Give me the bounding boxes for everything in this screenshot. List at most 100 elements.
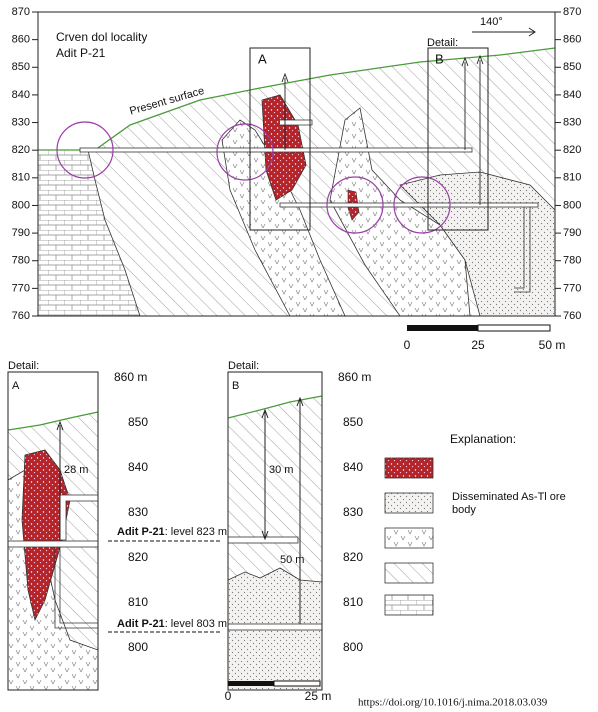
elevation-label: 860: [563, 34, 581, 46]
elevation-label: 780: [12, 255, 30, 267]
scale-bar: [407, 325, 478, 331]
box-label: B: [435, 51, 444, 66]
shaft: [514, 207, 531, 293]
elevation-label: 820: [563, 144, 581, 156]
legend-swatch: [384, 562, 434, 584]
detail-label: Detail:: [228, 360, 259, 372]
elevation-label: 850: [128, 415, 148, 429]
title: Crven dol locality: [56, 30, 147, 44]
subtitle: Adit P-21: [56, 46, 106, 60]
elevation-label: 840: [128, 460, 148, 474]
scale-label: 0: [225, 689, 232, 703]
legend: Explanation: Disseminated As-Tl ore body: [384, 432, 566, 616]
direction-arrow: [472, 27, 536, 37]
elevation-label: 800: [343, 640, 363, 654]
main-section: Crven dol locality Adit P-21 140° Detail…: [37, 11, 566, 352]
distance-label: 30 m: [269, 464, 293, 476]
scale-bar: [477, 324, 551, 332]
adit-name: Adit P-21: [117, 618, 165, 630]
detail-a: Detail: A 28 m 860 m Adit P-21: level 82…: [7, 360, 227, 691]
detail-border: [227, 371, 323, 691]
detail-box-b: [427, 47, 489, 231]
doi: https://doi.org/10.1016/j.nima.2018.03.0…: [358, 697, 548, 709]
adit-lower: [54, 547, 98, 629]
detail-box-a: [249, 47, 311, 231]
elevation-label: 810: [343, 595, 363, 609]
adit-level: : level 803 m: [165, 618, 227, 630]
surface-line: [227, 395, 323, 419]
elevation-label: 850: [563, 61, 581, 73]
elevation-label: 820: [343, 550, 363, 564]
elevation-label: 840: [343, 460, 363, 474]
arrow: [56, 420, 64, 431]
elevation-label: 790: [12, 227, 30, 239]
adit-lower: [227, 623, 323, 631]
elevation-label: 810: [12, 172, 30, 184]
arrows: [281, 54, 484, 205]
adit-upper: [227, 536, 299, 544]
arrows: [261, 396, 304, 624]
legend-swatch: [384, 527, 434, 549]
elevation-label: 840: [563, 89, 581, 101]
elevation-label: 830: [343, 505, 363, 519]
elevation-label: 840: [12, 89, 30, 101]
elevation-label: 860 m: [338, 370, 371, 384]
elevation-label: 820: [12, 144, 30, 156]
direction: 140°: [480, 16, 503, 28]
highlight-circles: [56, 121, 451, 234]
elevation-label: 810: [128, 595, 148, 609]
elevation-label: 830: [563, 116, 581, 128]
detail-letter: B: [232, 380, 239, 392]
elevation-label: 800: [128, 640, 148, 654]
elevation-label: 850: [12, 61, 30, 73]
detail-border: [7, 371, 99, 691]
elevation-label: 850: [343, 415, 363, 429]
detail-letter: A: [12, 380, 20, 392]
elevation-label: 800: [12, 199, 30, 211]
distance-label: 28 m: [64, 464, 88, 476]
legend-swatch: [384, 594, 434, 616]
elevation-label: 760: [563, 310, 581, 322]
elevation-label: 870: [12, 6, 30, 18]
scale-bar: [228, 681, 274, 686]
legend-title: Explanation:: [450, 432, 516, 446]
adit-label: Adit P-21: level 823 m: [117, 526, 227, 538]
elevation-label: 830: [128, 505, 148, 519]
elevation-label: 770: [563, 282, 581, 294]
detail-b: Detail: B 30 m 50 m 860 m 0 25 m: [225, 360, 372, 703]
legend-swatch: [384, 492, 434, 514]
section-border: [37, 11, 556, 317]
distance-label: 50 m: [280, 554, 304, 566]
elevation-label: 770: [12, 282, 30, 294]
scale-label: 25: [471, 338, 485, 352]
detail-label: Detail:: [8, 360, 39, 372]
adit-lower: [279, 202, 539, 208]
adit-upper: [79, 147, 473, 153]
elevation-label: 860: [12, 34, 30, 46]
elevation-label: 870: [563, 6, 581, 18]
elevation-label: 860 m: [114, 370, 147, 384]
legend-swatch: [384, 457, 434, 479]
scale-label: 0: [404, 338, 411, 352]
box-label: A: [258, 51, 267, 66]
surface-line: [7, 411, 99, 431]
adit-level: : level 823 m: [165, 526, 227, 538]
adit-upper: [7, 540, 99, 548]
scale-label: 25 m: [305, 689, 332, 703]
elevation-label: 810: [563, 172, 581, 184]
surface-line: [38, 47, 556, 151]
scale-label: 50 m: [539, 338, 566, 352]
adit-name: Adit P-21: [117, 526, 165, 538]
elevation-label: 830: [12, 116, 30, 128]
legend-label: Disseminated As-Tl ore body: [452, 491, 566, 516]
elevation-label: 790: [563, 227, 581, 239]
detail-label: Detail:: [427, 37, 458, 49]
adit-label: Adit P-21: level 803 m: [117, 618, 227, 630]
scale-bar: [273, 680, 321, 687]
elevation-label: 780: [563, 255, 581, 267]
elevation-label: 760: [12, 310, 30, 322]
adit-branch: [280, 119, 313, 126]
elevation-label: 820: [128, 550, 148, 564]
elevation-label: 800: [563, 199, 581, 211]
